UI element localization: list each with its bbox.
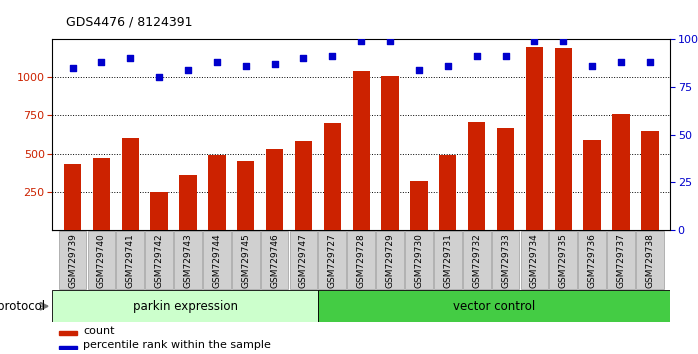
FancyBboxPatch shape	[174, 231, 202, 289]
Bar	[324, 123, 341, 230]
Text: GSM729731: GSM729731	[443, 233, 452, 288]
Point	[240, 63, 251, 69]
Point	[355, 38, 366, 44]
Text: percentile rank within the sample: percentile rank within the sample	[83, 340, 271, 350]
FancyBboxPatch shape	[607, 231, 635, 289]
Text: vector control: vector control	[453, 300, 535, 313]
FancyBboxPatch shape	[145, 231, 173, 289]
Point	[182, 67, 193, 72]
Point	[211, 59, 223, 65]
Text: GSM729741: GSM729741	[126, 233, 135, 287]
Text: GSM729744: GSM729744	[212, 233, 221, 287]
FancyBboxPatch shape	[405, 231, 433, 289]
FancyBboxPatch shape	[549, 231, 577, 289]
FancyBboxPatch shape	[463, 231, 491, 289]
Point	[96, 59, 107, 65]
Bar	[59, 346, 77, 349]
Text: GSM729737: GSM729737	[616, 233, 625, 288]
Text: GSM729747: GSM729747	[299, 233, 308, 287]
Bar	[381, 76, 399, 230]
Point	[443, 63, 454, 69]
Point	[500, 53, 511, 59]
Point	[558, 38, 569, 44]
Text: protocol: protocol	[0, 300, 49, 313]
Text: GSM729743: GSM729743	[184, 233, 193, 287]
Text: GSM729733: GSM729733	[501, 233, 510, 288]
Bar	[410, 181, 428, 230]
FancyBboxPatch shape	[290, 231, 318, 289]
Bar	[612, 114, 630, 230]
Text: GSM729742: GSM729742	[155, 233, 163, 287]
FancyBboxPatch shape	[578, 231, 606, 289]
Text: count: count	[83, 326, 114, 336]
Point	[471, 53, 482, 59]
Point	[644, 59, 655, 65]
Text: GSM729728: GSM729728	[357, 233, 366, 287]
Text: parkin expression: parkin expression	[133, 300, 237, 313]
Point	[529, 38, 540, 44]
Text: GSM729734: GSM729734	[530, 233, 539, 287]
Bar	[641, 131, 658, 230]
Bar	[179, 175, 197, 230]
FancyBboxPatch shape	[434, 231, 461, 289]
FancyBboxPatch shape	[203, 231, 231, 289]
FancyBboxPatch shape	[261, 231, 288, 289]
FancyBboxPatch shape	[491, 231, 519, 289]
Text: GSM729732: GSM729732	[472, 233, 481, 287]
Text: GSM729738: GSM729738	[646, 233, 654, 288]
Text: GSM729727: GSM729727	[328, 233, 337, 287]
FancyBboxPatch shape	[636, 231, 664, 289]
Bar	[151, 192, 168, 230]
Point	[298, 55, 309, 61]
Bar	[64, 164, 81, 230]
Text: GSM729730: GSM729730	[415, 233, 424, 288]
Text: GSM729745: GSM729745	[242, 233, 251, 287]
Point	[327, 53, 338, 59]
Bar	[295, 141, 312, 230]
Point	[154, 74, 165, 80]
FancyBboxPatch shape	[232, 231, 260, 289]
Point	[586, 63, 597, 69]
Point	[385, 38, 396, 44]
Bar	[59, 331, 77, 335]
Bar	[555, 48, 572, 230]
Point	[269, 61, 280, 67]
Text: GSM729739: GSM729739	[68, 233, 77, 288]
FancyBboxPatch shape	[318, 290, 670, 322]
Bar	[121, 138, 139, 230]
FancyBboxPatch shape	[117, 231, 144, 289]
FancyBboxPatch shape	[376, 231, 404, 289]
Text: GSM729736: GSM729736	[588, 233, 597, 288]
Bar	[237, 161, 254, 230]
Bar	[468, 121, 485, 230]
Bar	[497, 128, 514, 230]
FancyBboxPatch shape	[521, 231, 548, 289]
FancyBboxPatch shape	[318, 231, 346, 289]
Text: GSM729740: GSM729740	[97, 233, 106, 287]
Text: GSM729729: GSM729729	[385, 233, 394, 287]
Bar	[439, 155, 456, 230]
Point	[67, 65, 78, 70]
Bar	[352, 71, 370, 230]
Point	[413, 67, 424, 72]
FancyBboxPatch shape	[348, 231, 375, 289]
FancyBboxPatch shape	[59, 231, 87, 289]
Bar	[208, 155, 225, 230]
Text: GSM729735: GSM729735	[559, 233, 567, 288]
Text: GDS4476 / 8124391: GDS4476 / 8124391	[66, 15, 193, 28]
Bar	[93, 158, 110, 230]
Bar	[584, 140, 601, 230]
Point	[616, 59, 627, 65]
FancyBboxPatch shape	[87, 231, 115, 289]
Point	[125, 55, 136, 61]
Bar	[266, 149, 283, 230]
FancyBboxPatch shape	[52, 290, 318, 322]
Bar	[526, 47, 543, 230]
Text: GSM729746: GSM729746	[270, 233, 279, 287]
